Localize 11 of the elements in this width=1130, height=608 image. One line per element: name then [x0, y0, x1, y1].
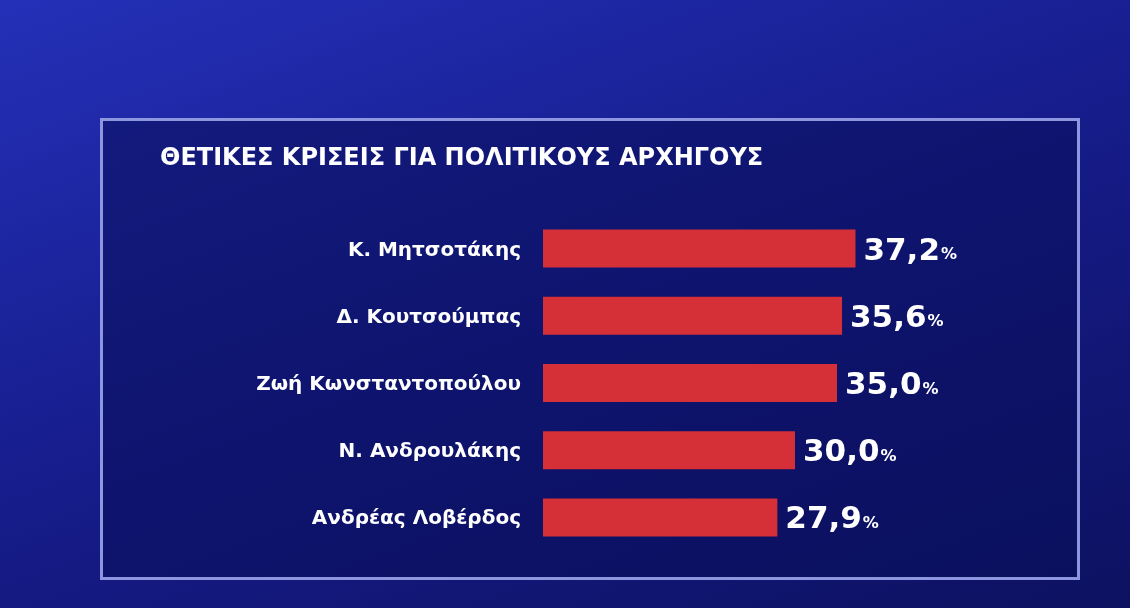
y-tick-label: Ανδρέας Λοβέρδος — [311, 505, 521, 530]
y-tick-label: Ζωή Κωνσταντοπούλου — [256, 371, 521, 395]
y-tick-label: Δ. Κουτσούμπας — [336, 303, 521, 328]
y-tick-label: Ν. Ανδρουλάκης — [338, 438, 521, 463]
y-tick-label: Κ. Μητσοτάκης — [347, 236, 521, 261]
data-label: 30,0% — [803, 432, 897, 469]
data-label: 35,6% — [850, 297, 944, 334]
data-label: 27,9% — [785, 499, 879, 536]
data-label: 37,2% — [863, 230, 957, 267]
chart-title: ΘΕΤΙΚΕΣ ΚΡΙΣΕΙΣ ΓΙΑ ΠΟΛΙΤΙΚΟΥΣ ΑΡΧΗΓΟΥΣ — [160, 143, 764, 171]
data-label: 35,0% — [845, 365, 939, 401]
